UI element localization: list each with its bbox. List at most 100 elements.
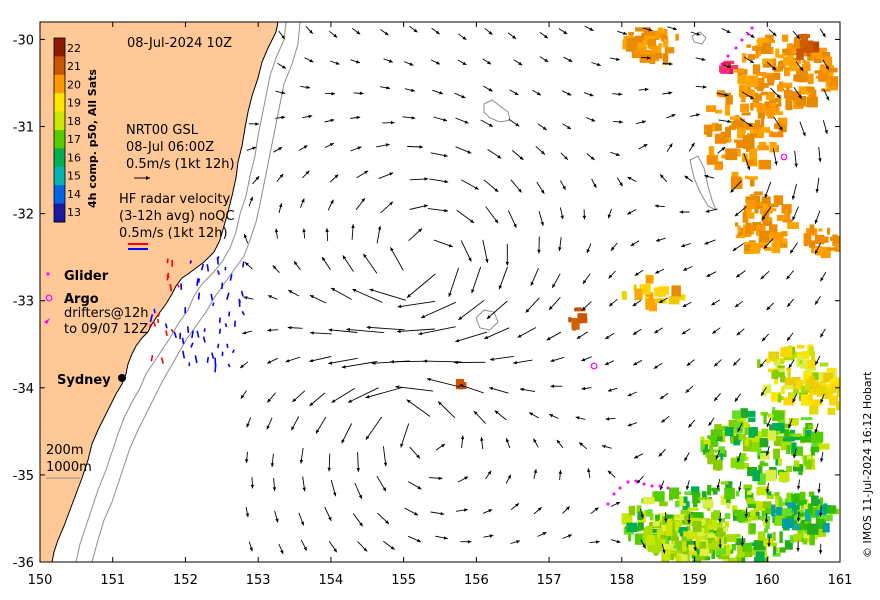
velocity-arrowhead bbox=[567, 534, 572, 538]
sst-pixel bbox=[702, 449, 714, 455]
sst-pixel bbox=[625, 525, 629, 530]
sst-pixel bbox=[572, 320, 577, 331]
sst-pixel bbox=[700, 436, 705, 444]
sst-pixel bbox=[789, 535, 795, 543]
velocity-arrowhead bbox=[763, 245, 768, 249]
sst-pixel bbox=[757, 531, 766, 541]
velocity-arrow bbox=[369, 288, 406, 301]
sst-pixel bbox=[643, 497, 655, 505]
velocity-arrowhead bbox=[245, 262, 249, 266]
velocity-arrowhead bbox=[464, 120, 469, 124]
velocity-arrowhead bbox=[356, 60, 360, 64]
velocity-arrowhead bbox=[439, 91, 443, 95]
velocity-arrowhead bbox=[505, 438, 510, 443]
velocity-arrowhead bbox=[734, 397, 739, 402]
velocity-arrowhead bbox=[732, 247, 737, 251]
sst-pixel bbox=[821, 88, 831, 92]
sst-pixel bbox=[773, 448, 780, 460]
sst-pixel bbox=[703, 439, 715, 446]
sst-pixel bbox=[678, 294, 686, 301]
velocity-arrowhead bbox=[582, 215, 587, 220]
sst-pixel bbox=[660, 534, 669, 539]
sst-pixel bbox=[677, 496, 686, 506]
sst-pixel bbox=[701, 491, 707, 501]
velocity-arrowhead bbox=[787, 302, 791, 307]
velocity-arrowhead bbox=[627, 423, 632, 427]
velocity-arrowhead bbox=[787, 336, 791, 341]
sst-pixel bbox=[787, 222, 799, 229]
sst-pixel bbox=[720, 431, 726, 443]
sst-pixel bbox=[749, 542, 755, 546]
velocity-arrowhead bbox=[333, 548, 337, 553]
velocity-arrowhead bbox=[761, 391, 765, 396]
velocity-arrowhead bbox=[669, 62, 673, 66]
sst-pixel bbox=[769, 98, 781, 103]
sst-pixel bbox=[771, 58, 777, 71]
sst-pixel bbox=[753, 247, 761, 252]
sst-pixel bbox=[756, 54, 760, 59]
velocity-arrowhead bbox=[301, 198, 305, 203]
velocity-arrowhead bbox=[604, 361, 609, 365]
velocity-arrowhead bbox=[530, 281, 534, 286]
velocity-arrowhead bbox=[246, 423, 250, 428]
velocity-arrow bbox=[309, 356, 332, 362]
velocity-arrowhead bbox=[303, 145, 308, 149]
sst-pixel bbox=[832, 234, 838, 246]
sst-pixel bbox=[715, 109, 723, 114]
sst-pixel bbox=[783, 56, 793, 66]
velocity-arrow bbox=[310, 332, 332, 335]
velocity-arrowhead bbox=[309, 295, 314, 299]
velocity-arrowhead bbox=[749, 95, 754, 99]
hf-radar-vector bbox=[196, 330, 200, 338]
sst-pixel bbox=[654, 31, 663, 39]
velocity-arrowhead bbox=[818, 158, 822, 162]
velocity-arrowhead bbox=[308, 114, 313, 119]
sst-pixel bbox=[759, 462, 769, 467]
velocity-arrow bbox=[365, 387, 403, 399]
velocity-arrowhead bbox=[513, 360, 517, 365]
hf-radar-vector bbox=[214, 364, 217, 373]
x-tick-label: 151 bbox=[100, 573, 125, 588]
velocity-arrowhead bbox=[458, 316, 463, 320]
sst-pixel bbox=[800, 417, 813, 421]
velocity-arrowhead bbox=[779, 126, 783, 131]
sst-pixel bbox=[741, 112, 751, 116]
velocity-arrowhead bbox=[691, 142, 695, 147]
sst-pixel bbox=[744, 456, 749, 461]
velocity-arrow bbox=[426, 378, 461, 388]
sst-pixel bbox=[652, 521, 660, 527]
velocity-arrowhead bbox=[388, 59, 393, 63]
x-axis: 150 151 152 153 154 155 156 157 158 159 160 161 bbox=[28, 22, 852, 588]
sst-pixel bbox=[702, 499, 714, 508]
x-tick-label: 154 bbox=[318, 573, 343, 588]
velocity-arrowhead bbox=[358, 494, 362, 499]
isobath-1000m-label: 1000m bbox=[46, 460, 92, 475]
sst-pixel bbox=[662, 554, 671, 560]
sst-pixel bbox=[715, 545, 727, 555]
sst-pixel bbox=[678, 527, 688, 537]
velocity-arrowhead bbox=[790, 249, 794, 254]
velocity-arrowhead bbox=[300, 521, 304, 526]
sst-pixel bbox=[749, 510, 756, 517]
velocity-arrowhead bbox=[389, 201, 393, 206]
sst-pixel bbox=[662, 544, 674, 550]
velocity-arrowhead bbox=[693, 547, 697, 551]
hf-radar-vector bbox=[211, 302, 215, 307]
sst-pixel bbox=[706, 155, 716, 165]
sst-pixel bbox=[827, 247, 837, 251]
velocity-arrowhead bbox=[704, 174, 709, 179]
sst-pixel bbox=[778, 64, 784, 72]
velocity-arrowhead bbox=[824, 130, 828, 134]
sst-pixel bbox=[786, 465, 792, 473]
velocity-arrowhead bbox=[597, 62, 601, 67]
sst-pixel bbox=[647, 534, 656, 546]
velocity-arrowhead bbox=[359, 522, 363, 527]
velocity-arrowhead bbox=[687, 520, 691, 524]
velocity-arrow bbox=[455, 331, 488, 343]
isobath-1000m bbox=[91, 22, 301, 562]
sst-pixel bbox=[734, 68, 744, 73]
sst-pixel bbox=[765, 94, 775, 100]
velocity-arrowhead bbox=[272, 265, 277, 270]
sst-pixel bbox=[759, 516, 771, 521]
sst-pixel bbox=[773, 195, 784, 205]
